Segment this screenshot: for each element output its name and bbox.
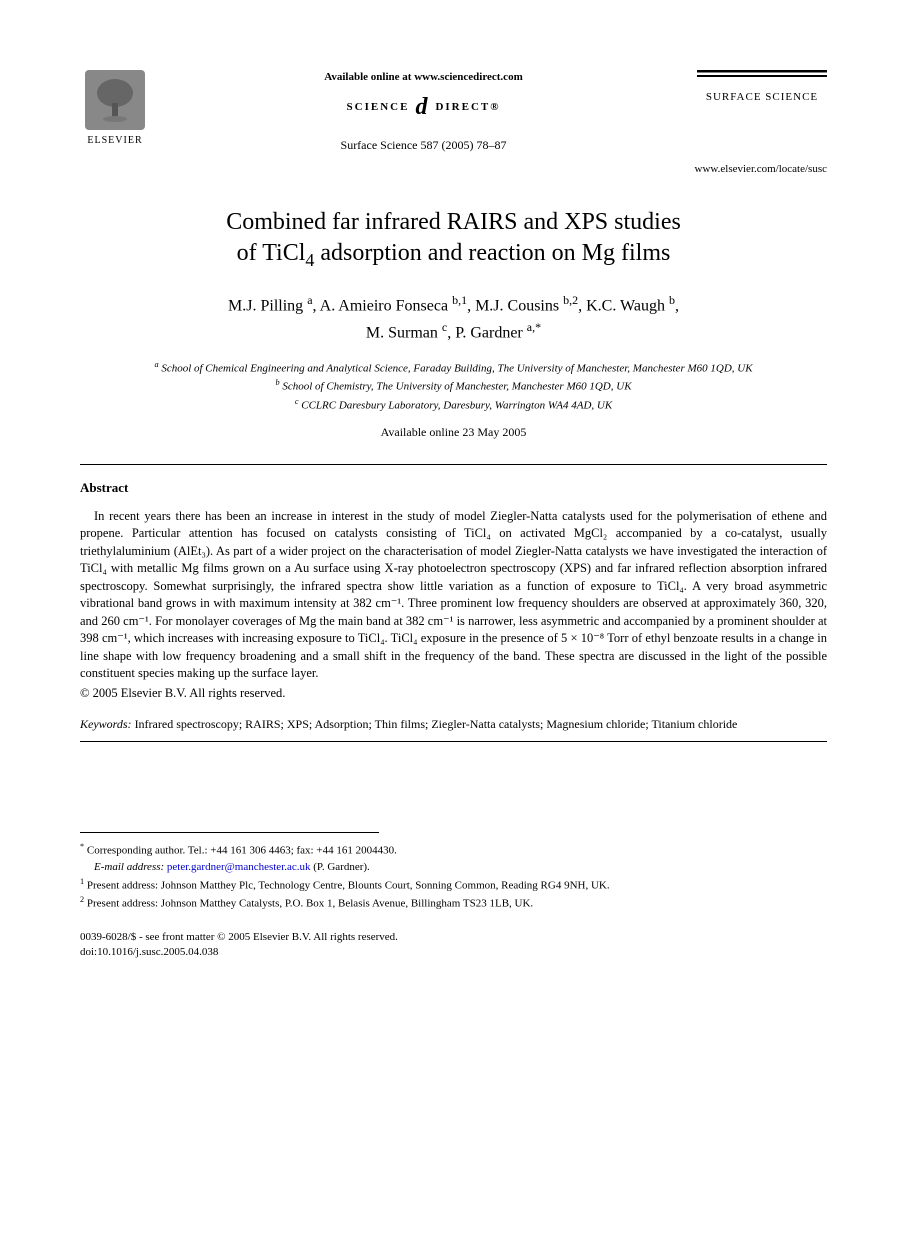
keywords-label: Keywords: (80, 717, 132, 731)
footnote-2: 2 Present address: Johnson Matthey Catal… (80, 894, 827, 912)
rule-bottom (80, 741, 827, 742)
aff-c: CCLRC Daresbury Laboratory, Daresbury, W… (299, 399, 613, 411)
sciencedirect-logo: SCIENCE d DIRECT® (170, 91, 677, 125)
journal-box: SURFACE SCIENCE (697, 70, 827, 105)
authors-block: M.J. Pilling a, A. Amieiro Fonseca b,1, … (80, 291, 827, 346)
sd-d-icon: d (415, 91, 429, 125)
publication-date: Available online 23 May 2005 (80, 424, 827, 441)
journal-name: SURFACE SCIENCE (697, 90, 827, 105)
journal-reference: Surface Science 587 (2005) 78–87 (170, 137, 677, 154)
title-line2-pre: of TiCl (237, 240, 306, 266)
article-title: Combined far infrared RAIRS and XPS stud… (80, 207, 827, 272)
sd-left: SCIENCE (347, 100, 410, 115)
keywords-block: Keywords: Infrared spectroscopy; RAIRS; … (80, 716, 827, 733)
aff-b: School of Chemistry, The University of M… (280, 381, 632, 393)
author-6-aff: a,* (527, 320, 541, 334)
corr-text: Corresponding author. Tel.: +44 161 306 … (84, 845, 397, 857)
abstract-text: In recent years there has been an increa… (80, 508, 827, 683)
elsevier-logo: ELSEVIER (80, 70, 150, 150)
available-online-text: Available online at www.sciencedirect.co… (170, 70, 677, 85)
author-5: M. Surman (366, 324, 442, 341)
footnotes-block: * Corresponding author. Tel.: +44 161 30… (80, 841, 827, 912)
header-row: ELSEVIER Available online at www.science… (80, 70, 827, 154)
author-3-aff: b,2 (563, 293, 578, 307)
aff-a: School of Chemical Engineering and Analy… (159, 363, 753, 375)
f2-text: Present address: Johnson Matthey Catalys… (84, 897, 533, 909)
title-line1: Combined far infrared RAIRS and XPS stud… (226, 209, 681, 235)
locate-url[interactable]: www.elsevier.com/locate/susc (80, 162, 827, 177)
corresponding-author: * Corresponding author. Tel.: +44 161 30… (80, 841, 827, 859)
author-2: , A. Amieiro Fonseca (313, 297, 453, 314)
author-3: , M.J. Cousins (467, 297, 563, 314)
copyright-line: © 2005 Elsevier B.V. All rights reserved… (80, 685, 827, 703)
author-1: M.J. Pilling (228, 297, 307, 314)
author-2-aff: b,1 (452, 293, 467, 307)
elsevier-tree-icon (85, 70, 145, 130)
affiliations-block: a School of Chemical Engineering and Ana… (80, 359, 827, 413)
footnotes-rule (80, 832, 379, 841)
email-label: E-mail address: (94, 861, 167, 873)
journal-bars-icon (697, 70, 827, 82)
author-4-aff: b (669, 293, 675, 307)
bottom-info: 0039-6028/$ - see front matter © 2005 El… (80, 930, 827, 961)
email-link[interactable]: peter.gardner@manchester.ac.uk (167, 861, 311, 873)
email-suffix: (P. Gardner). (311, 861, 370, 873)
abstract-heading: Abstract (80, 479, 827, 497)
f1-text: Present address: Johnson Matthey Plc, Te… (84, 879, 609, 891)
author-6: , P. Gardner (447, 324, 527, 341)
elsevier-label: ELSEVIER (87, 134, 142, 148)
sd-right: DIRECT® (435, 100, 500, 115)
keywords-list: Infrared spectroscopy; RAIRS; XPS; Adsor… (132, 717, 738, 731)
rule-top (80, 464, 827, 465)
email-line: E-mail address: peter.gardner@manchester… (80, 859, 827, 876)
footnote-1: 1 Present address: Johnson Matthey Plc, … (80, 876, 827, 894)
front-matter: 0039-6028/$ - see front matter © 2005 El… (80, 930, 827, 945)
doi: doi:10.1016/j.susc.2005.04.038 (80, 945, 827, 960)
author-4: , K.C. Waugh (578, 297, 669, 314)
title-line2-post: adsorption and reaction on Mg films (314, 240, 670, 266)
center-header: Available online at www.sciencedirect.co… (150, 70, 697, 154)
